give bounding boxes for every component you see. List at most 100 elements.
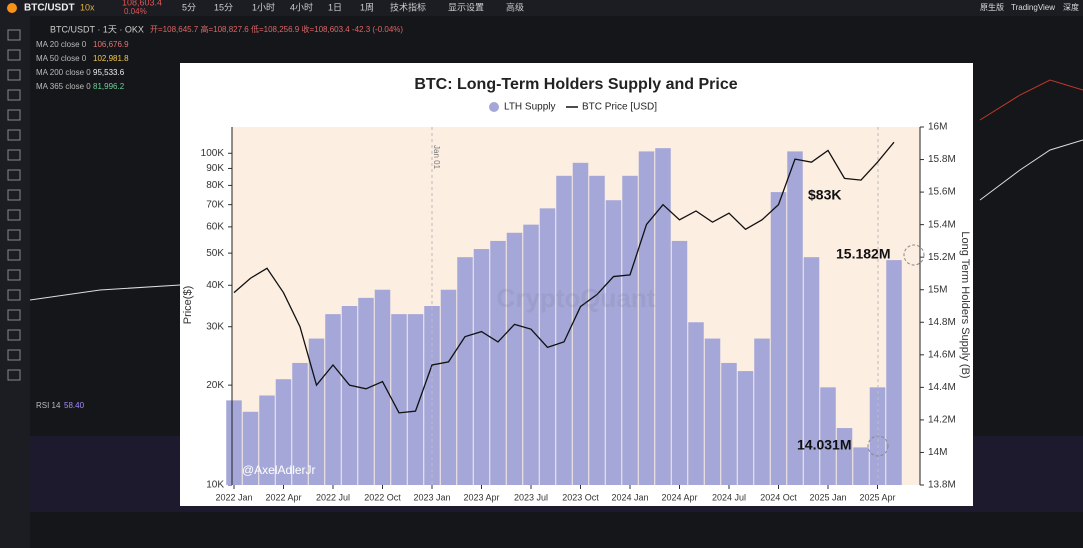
x-tick-label: 2025 Apr — [859, 492, 895, 502]
view-tab[interactable]: TradingView — [1011, 3, 1055, 12]
annotation: Jan 01 — [432, 145, 441, 170]
annotation: 14.031M — [797, 437, 851, 453]
supply-bar — [325, 314, 341, 485]
y-tick-label: 20K — [206, 380, 224, 391]
rsi-name: RSI 14 — [36, 401, 61, 410]
supply-bar — [886, 260, 902, 485]
chart-title: BTC: Long-Term Holders Supply and Price — [414, 76, 737, 93]
y2-tick-label: 15.8M — [928, 154, 956, 165]
supply-bar — [391, 314, 407, 485]
annotation: @AxelAdlerJr — [242, 463, 316, 477]
tool-icon[interactable] — [7, 49, 21, 61]
supply-bar — [688, 322, 704, 485]
tool-icon[interactable] — [7, 329, 21, 341]
tool-icon[interactable] — [7, 209, 21, 221]
tool-icon[interactable] — [7, 189, 21, 201]
supply-bar — [737, 371, 754, 485]
ma-line — [29, 284, 181, 301]
tool-icon[interactable] — [7, 109, 21, 121]
view-tab[interactable]: 原生版 — [980, 2, 1004, 12]
tool-icon[interactable] — [7, 29, 21, 41]
supply-bar — [473, 249, 490, 485]
x-tick-label: 2024 Oct — [760, 492, 797, 502]
y2-tick-label: 15M — [928, 284, 947, 295]
y-tick-label: 30K — [206, 321, 224, 332]
x-tick-label: 2024 Apr — [661, 492, 697, 502]
symbol: BTC/USDT — [24, 3, 75, 14]
tool-icon[interactable] — [7, 369, 21, 381]
x-tick-label: 2022 Apr — [265, 492, 301, 502]
change: 0.04% — [124, 7, 147, 16]
indicator-value: 95,533.6 — [93, 68, 125, 77]
supply-bar — [787, 151, 803, 485]
tool-icon[interactable] — [7, 69, 21, 81]
indicator-name: MA 50 close 0 — [36, 54, 87, 63]
tool-icon[interactable] — [7, 129, 21, 141]
y-tick-label: 90K — [206, 163, 224, 174]
sidebar — [0, 16, 30, 548]
tool[interactable]: 显示设置 — [448, 2, 484, 12]
tool[interactable]: 技术指标 — [390, 1, 426, 12]
tool-icon[interactable] — [7, 269, 21, 281]
supply-bar — [523, 224, 539, 486]
watermark: CryptoQuant — [497, 283, 656, 313]
leverage: 10x — [80, 2, 95, 12]
tool-icon[interactable] — [7, 249, 21, 261]
supply-bar — [836, 428, 853, 485]
supply-bar — [374, 289, 391, 485]
supply-bar — [424, 306, 440, 485]
supply-bar — [853, 447, 869, 485]
legend-line: BTC/USDT · 1天 · OKX — [50, 24, 144, 34]
interval[interactable]: 4小时 — [290, 1, 313, 12]
tool-icon[interactable] — [7, 289, 21, 301]
y2-axis-label: Long Term Holders Supply (B) — [959, 231, 971, 378]
y-tick-label: 80K — [206, 180, 224, 191]
y2-tick-label: 14.2M — [928, 415, 956, 426]
supply-bar — [440, 289, 457, 485]
supply-bar — [721, 362, 737, 485]
supply-bar — [407, 314, 424, 485]
supply-bar — [226, 400, 242, 485]
rsi-value: 58.40 — [64, 401, 85, 410]
supply-bar — [589, 175, 605, 485]
interval[interactable]: 15分 — [214, 2, 233, 12]
y-tick-label: 70K — [206, 199, 224, 210]
indicator-value: 81,996.2 — [93, 82, 125, 91]
indicator-value: 106,676.9 — [93, 40, 129, 49]
supply-bar — [572, 162, 589, 486]
tool-icon[interactable] — [7, 169, 21, 181]
interval[interactable]: 5分 — [182, 2, 196, 12]
x-tick-label: 2024 Jul — [712, 492, 746, 502]
y2-tick-label: 14M — [928, 447, 947, 458]
supply-bar — [638, 151, 655, 485]
supply-bar — [556, 175, 572, 485]
supply-bar — [605, 200, 622, 485]
interval[interactable]: 1周 — [360, 2, 374, 12]
y2-tick-label: 15.4M — [928, 219, 956, 230]
supply-bar — [671, 240, 688, 485]
tool-icon[interactable] — [7, 149, 21, 161]
supply-bar — [622, 175, 638, 485]
y2-tick-label: 14.6M — [928, 349, 956, 360]
supply-bar — [242, 411, 259, 485]
y2-tick-label: 15.2M — [928, 252, 956, 263]
x-tick-label: 2022 Jan — [215, 492, 252, 502]
tool-icon[interactable] — [7, 309, 21, 321]
x-tick-label: 2024 Jan — [611, 492, 648, 502]
supply-bar — [490, 240, 506, 485]
interval[interactable]: 1日 — [328, 2, 342, 12]
view-tab[interactable]: 深度 — [1063, 2, 1079, 12]
tool-icon[interactable] — [7, 89, 21, 101]
supply-bar — [358, 297, 374, 485]
y-tick-label: 100K — [201, 148, 225, 159]
supply-bar — [275, 379, 292, 485]
x-tick-label: 2025 Jan — [809, 492, 846, 502]
tool-icon[interactable] — [7, 349, 21, 361]
tool-icon[interactable] — [7, 229, 21, 241]
tool[interactable]: 高级 — [506, 1, 524, 12]
ma-line — [979, 139, 1083, 201]
supply-bar — [803, 257, 820, 485]
interval[interactable]: 1小时 — [252, 1, 275, 12]
toolbar — [0, 0, 1083, 16]
